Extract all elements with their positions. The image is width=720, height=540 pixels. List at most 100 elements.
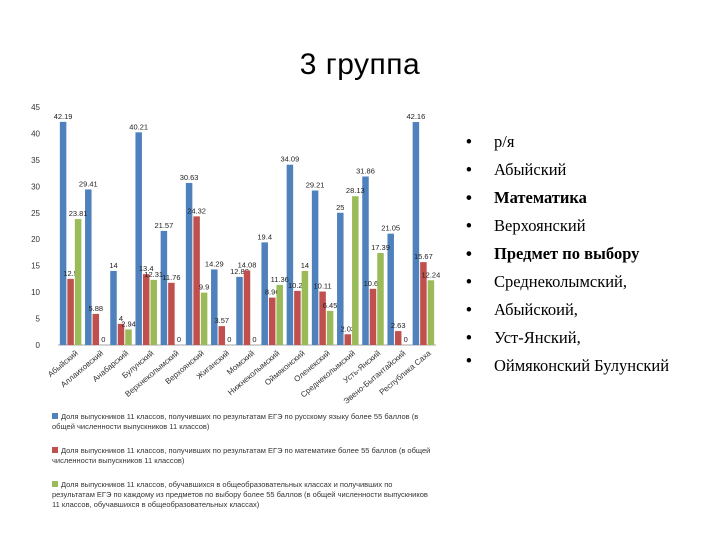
bar-math [243,270,251,345]
bar-russian [311,190,319,345]
y-tick-label: 10 [31,288,40,297]
bar-math [142,274,150,345]
bar-russian [110,270,117,345]
bar-russian [85,189,92,345]
bar-russian [387,233,394,345]
data-label-elective: 28.13 [346,186,365,195]
bar-math [344,334,352,345]
data-label-math: 10.23 [288,281,307,290]
data-label-elective: 0 [177,335,181,344]
bar-math [168,282,175,345]
data-label-math: 15.67 [414,252,433,261]
legend-swatch-green [52,481,58,487]
note-item: Математика [462,184,712,212]
legend-entry-russian: Доля выпускников 11 классов, получивших … [52,412,432,432]
data-label-elective: 6.45 [323,301,338,310]
data-label-math: 4 [119,314,123,323]
bar-elective [125,329,132,345]
bar-elective [326,310,334,345]
data-label-math: 2.03 [340,324,355,333]
data-label-math: 10.62 [364,279,383,288]
bar-russian [135,132,142,345]
bar-russian [286,164,294,345]
data-label-russian: 29.41 [79,179,98,188]
data-label-math: 13.4 [139,264,154,273]
data-label-russian: 12.88 [230,267,249,276]
bar-elective [150,279,157,345]
bar-math [369,288,377,345]
data-label-russian: 21.05 [381,224,400,233]
data-label-elective: 12.24 [422,270,440,279]
data-label-math: 5.88 [88,304,103,313]
bar-math [268,297,276,345]
data-label-elective: 17.39 [371,243,390,252]
bar-elective [301,270,309,345]
y-tick-label: 15 [31,262,40,271]
data-label-russian: 19.4 [257,232,272,241]
data-label-elective: 11.36 [271,275,289,284]
data-label-math: 8.96 [265,288,280,297]
bar-chart: 05101520253035404542.1929.411440.2121.57… [31,103,440,406]
y-tick-label: 20 [31,235,40,244]
legend-entry-elective: Доля выпускников 11 классов, обучавшихся… [52,480,432,510]
data-label-russian: 40.21 [129,122,148,131]
data-label-russian: 21.57 [155,221,174,230]
bar-russian [412,122,420,345]
bar-math [420,262,427,345]
page-title: 3 группа [299,48,421,81]
data-label-elective: 0 [252,335,256,344]
bar-math [193,216,200,345]
bar-russian [185,183,193,345]
notes-list: р/я Абыйский Математика Верхоянский Пред… [462,128,712,375]
data-label-russian: 42.19 [54,112,73,121]
legend-text-math: Доля выпускников 11 классов, получивших … [52,446,431,465]
bar-elective [200,292,208,345]
y-tick-label: 35 [31,156,40,165]
data-label-elective: 2.94 [121,319,136,328]
bar-math [394,331,402,345]
y-tick-label: 0 [36,341,41,350]
data-label-elective: 0 [101,335,105,344]
bar-elective [74,219,82,345]
data-label-math: 3.57 [214,316,229,325]
y-tick-label: 45 [31,103,40,112]
bar-math [92,313,100,345]
data-label-russian: 34.09 [281,155,300,164]
data-label-math: 10.11 [313,282,331,291]
note-item: Предмет по выбору [462,240,712,268]
note-item: Уст-Янский, [462,324,712,352]
note-item: Верхоянский [462,212,712,240]
bar-russian [261,242,268,345]
data-label-elective: 0 [227,335,231,344]
bar-math [319,291,326,345]
note-item: Абыйскоий, [462,296,712,324]
legend-swatch-blue [52,413,58,419]
data-label-math: 2.63 [391,321,406,330]
data-label-russian: 14.29 [205,259,224,268]
y-tick-label: 25 [31,209,40,218]
legend-entry-math: Доля выпускников 11 классов, получивших … [52,446,432,466]
data-label-russian: 31.86 [356,166,375,175]
note-item: Абыйский [462,156,712,184]
data-label-math: 11.76 [162,273,180,282]
data-label-elective: 12.31 [144,270,163,279]
data-label-elective: 14 [301,261,309,270]
legend-text-elective: Доля выпускников 11 классов, обучавшихся… [52,480,428,509]
bar-russian [160,230,168,345]
y-tick-label: 40 [31,129,40,138]
data-label-math: 24.32 [187,206,206,215]
bar-elective [276,284,283,345]
legend-swatch-red [52,447,58,453]
chart-legend: Доля выпускников 11 классов, получивших … [52,412,432,510]
y-tick-label: 5 [36,315,41,324]
note-item: Среднеколымский, [462,268,712,296]
data-label-elective: 23.81 [69,209,88,218]
data-label-math: 14.08 [238,261,257,270]
y-tick-label: 30 [31,182,40,191]
bar-elective [352,196,359,345]
note-item: Оймяконский Булунский [462,352,712,375]
data-label-math: 12.5 [63,269,78,278]
data-label-elective: 9.9 [199,283,209,292]
data-label-elective: 0 [404,335,408,344]
bar-math [294,290,301,345]
